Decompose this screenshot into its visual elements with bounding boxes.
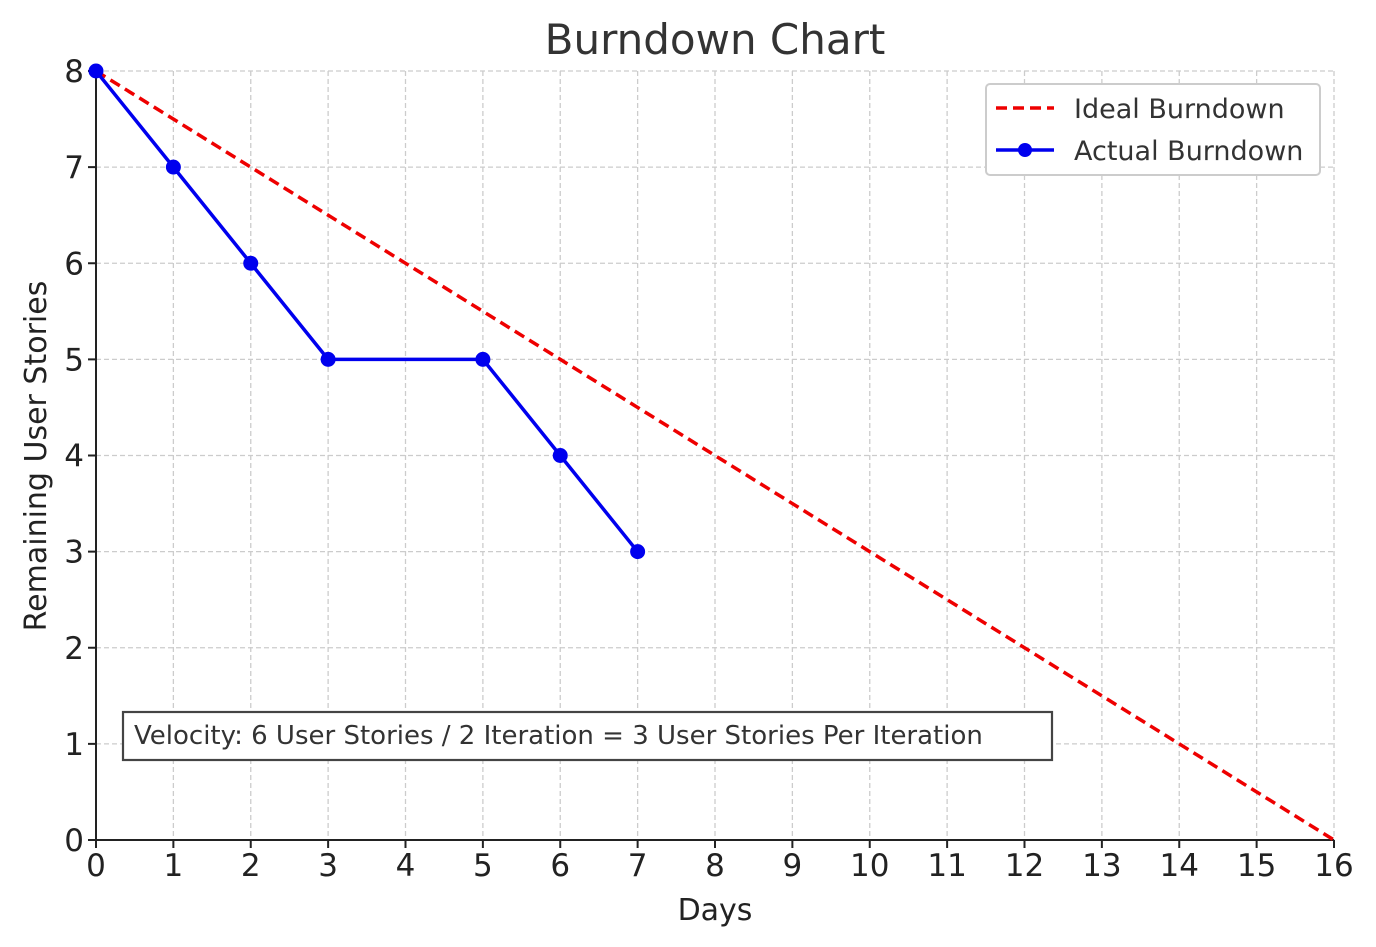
series-layer [88,63,1335,842]
x-tick-label: 4 [396,848,416,884]
annotation-border [121,710,1054,762]
data-point [165,159,181,175]
series-line-ideal [95,69,1335,842]
x-tick-label: 16 [1314,848,1353,884]
y-tick-label: 4 [64,439,84,475]
y-axis-label: Remaining User Stories [19,281,54,632]
y-tick-label: 8 [64,54,84,90]
x-tick-label: 5 [473,848,493,884]
velocity-annotation: Velocity: 6 User Stories / 2 Iteration =… [134,721,983,751]
y-tick-label: 1 [64,727,84,763]
x-tick-label: 13 [1082,848,1121,884]
x-tick-label: 6 [550,848,570,884]
data-point [88,63,104,79]
legend: Ideal Burndown Actual Burndown [985,83,1321,176]
x-tick-label: 9 [783,848,803,884]
legend-label-actual: Actual Burndown [1074,136,1303,167]
y-tick-label: 2 [64,631,84,667]
x-tick-label: 10 [850,848,889,884]
y-tick-label: 3 [64,535,84,571]
y-tick-label: 6 [64,246,84,282]
data-point [552,448,568,463]
x-tick-label: 11 [927,848,966,884]
annotation-box: Velocity: 6 User Stories / 2 Iteration =… [121,710,1054,762]
x-tick-label: 7 [628,848,648,884]
data-point [243,255,259,271]
x-tick-label: 8 [705,848,725,884]
y-tick-label: 5 [64,342,84,378]
chart-title: Burndown Chart [545,15,886,64]
x-tick-label: 15 [1237,848,1276,884]
x-tick-label: 1 [164,848,184,884]
x-tick-label: 14 [1160,848,1199,884]
y-axis-ticks: 0 1 2 3 4 5 6 7 8 [64,54,96,859]
data-point [320,351,336,367]
y-tick-label: 7 [64,150,84,186]
x-tick-label: 12 [1005,848,1044,884]
x-tick-label: 2 [241,848,261,884]
x-tick-label: 0 [86,848,106,884]
legend-marker-actual [1018,143,1032,157]
legend-label-ideal: Ideal Burndown [1074,94,1285,125]
x-axis-ticks: 0 1 2 3 4 5 6 7 8 9 10 11 12 13 14 15 16 [86,840,1354,884]
x-tick-label: 3 [318,848,338,884]
y-tick-label: 0 [64,823,84,859]
x-axis-label: Days [678,893,753,928]
data-point [475,351,491,367]
legend-box [985,83,1321,176]
data-point [630,544,646,560]
